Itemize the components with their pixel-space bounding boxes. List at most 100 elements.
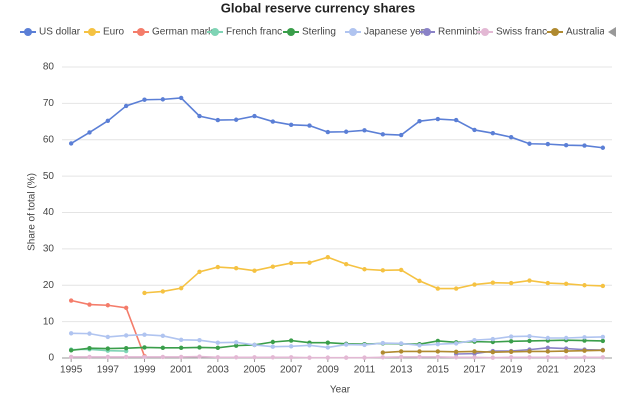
x-tick-label: 1999 xyxy=(133,365,156,376)
data-point xyxy=(600,348,606,353)
legend-label: Renminbi xyxy=(438,27,480,38)
data-point xyxy=(105,354,111,360)
data-point xyxy=(417,278,422,284)
data-point xyxy=(435,354,441,360)
series-line xyxy=(71,332,603,349)
data-point xyxy=(417,349,422,354)
data-point xyxy=(527,349,532,354)
data-point xyxy=(582,355,587,360)
data-point xyxy=(472,127,477,133)
data-point xyxy=(527,355,532,360)
x-tick-label: 2019 xyxy=(500,365,523,376)
data-point xyxy=(435,349,441,354)
data-point xyxy=(490,280,496,285)
data-point xyxy=(197,337,202,343)
data-point xyxy=(215,340,221,345)
data-point xyxy=(105,334,111,340)
y-tick-label: 10 xyxy=(43,316,55,327)
data-point xyxy=(545,280,551,286)
data-point xyxy=(600,334,606,340)
data-point xyxy=(87,302,92,307)
data-point xyxy=(197,269,202,274)
data-point xyxy=(288,355,294,360)
data-point xyxy=(178,354,184,360)
legend-marker xyxy=(423,28,431,36)
y-tick-label: 30 xyxy=(43,244,55,255)
legend-label: Japanese yen xyxy=(364,27,426,38)
data-point xyxy=(233,265,239,271)
legend-marker xyxy=(88,28,96,36)
data-point xyxy=(288,122,294,128)
data-point xyxy=(453,349,459,355)
data-point xyxy=(233,340,239,345)
series-line xyxy=(70,97,603,149)
x-tick-label: 2011 xyxy=(354,365,376,376)
data-point xyxy=(233,355,239,360)
data-point xyxy=(582,335,587,340)
data-point xyxy=(380,355,386,360)
legend-scroll-arrow[interactable] xyxy=(608,27,616,37)
data-point xyxy=(362,267,367,272)
data-point xyxy=(307,123,312,128)
data-point xyxy=(325,345,331,350)
data-point xyxy=(600,283,606,289)
data-point xyxy=(582,283,587,288)
y-tick-label: 20 xyxy=(43,280,55,291)
data-point xyxy=(508,339,514,344)
data-point xyxy=(398,341,404,346)
data-point xyxy=(105,118,111,124)
data-point xyxy=(307,343,312,348)
data-point xyxy=(582,338,587,343)
series-line xyxy=(71,355,603,359)
y-tick-label: 0 xyxy=(48,353,54,364)
chart-title: Global reserve currency shares xyxy=(221,0,415,15)
data-point xyxy=(343,342,349,347)
data-point xyxy=(68,298,74,303)
data-point xyxy=(508,334,514,339)
x-tick-label: 2021 xyxy=(537,365,560,376)
data-point xyxy=(417,343,422,348)
data-point xyxy=(472,337,477,343)
data-point xyxy=(508,280,514,286)
data-point xyxy=(215,345,221,351)
data-point xyxy=(545,355,551,360)
data-point xyxy=(453,341,459,346)
data-point xyxy=(325,129,331,135)
data-point xyxy=(87,331,92,336)
x-tick-label: 2005 xyxy=(243,365,266,376)
data-point xyxy=(527,338,532,344)
data-point xyxy=(362,128,367,133)
data-point xyxy=(160,289,166,294)
x-tick-label: 2017 xyxy=(463,365,486,376)
series-line xyxy=(144,256,603,294)
data-point xyxy=(508,355,514,360)
legend-label: Sterling xyxy=(302,27,336,38)
legend: US dollar Euro German mark French franc Ster… xyxy=(20,27,605,38)
x-tick-label: 2015 xyxy=(427,365,450,376)
data-point xyxy=(417,354,422,360)
data-point xyxy=(87,354,92,360)
x-tick-label: 2009 xyxy=(317,365,340,376)
data-point xyxy=(527,141,532,146)
data-point xyxy=(270,119,276,124)
data-point xyxy=(398,267,404,273)
legend-marker xyxy=(551,28,559,36)
data-point xyxy=(233,117,239,122)
data-point xyxy=(490,355,496,360)
data-point xyxy=(435,116,441,122)
data-point xyxy=(160,333,166,339)
data-point xyxy=(435,286,441,291)
data-point xyxy=(68,348,74,353)
data-point xyxy=(472,355,477,360)
legend-label: Australia xyxy=(566,27,605,38)
data-point xyxy=(160,345,166,351)
data-point xyxy=(123,333,129,338)
data-point xyxy=(142,332,147,337)
data-point xyxy=(453,117,459,123)
x-tick-label: 2003 xyxy=(207,365,230,376)
data-point xyxy=(288,260,294,266)
data-point xyxy=(490,349,496,355)
data-point xyxy=(178,337,184,343)
y-tick-label: 60 xyxy=(43,134,55,145)
